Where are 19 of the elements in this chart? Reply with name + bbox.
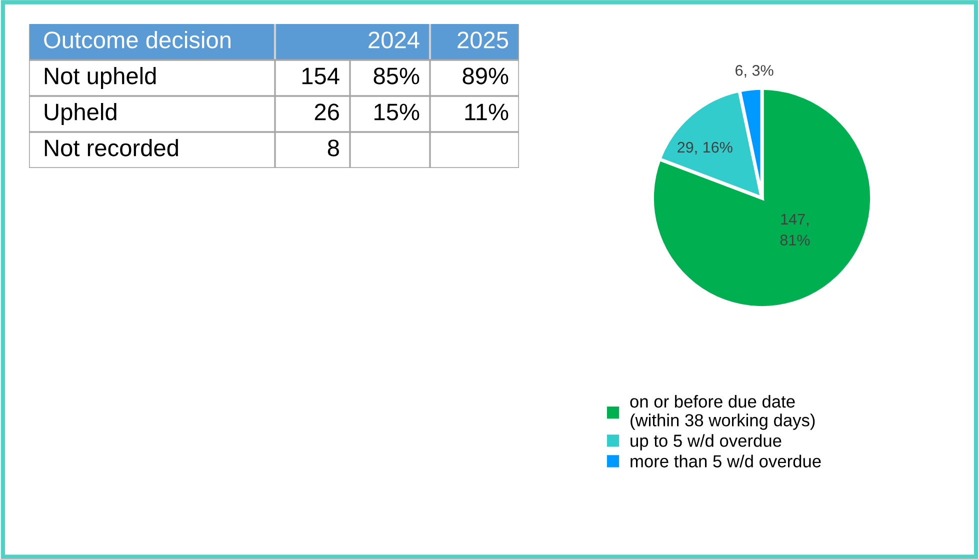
text: 11% [465,104,508,120]
data-label: 147, 81% [780,214,810,246]
category-label: Not recorded [44,138,178,156]
text: 8 [328,140,339,156]
category-label: Upheld [44,102,116,126]
category-label: Not upheld [44,66,156,90]
data-label: 6, 3% [736,65,774,78]
text: 85% [374,68,420,84]
legend-label: on or before due date (within 38 working days) [630,394,815,430]
text: 15% [374,104,420,120]
category-label: 2024 [368,32,420,48]
category-label: Outcome decision [44,30,230,48]
legend-label: up to 5 w/d overdue [630,434,782,450]
legend-label: more than 5 w/d overdue [630,454,821,468]
text: 154 [302,68,340,84]
text: 26 [314,104,339,120]
text: 89% [462,68,508,84]
data-label: 29, 16% [678,142,732,154]
category-label: 2025 [458,32,508,48]
